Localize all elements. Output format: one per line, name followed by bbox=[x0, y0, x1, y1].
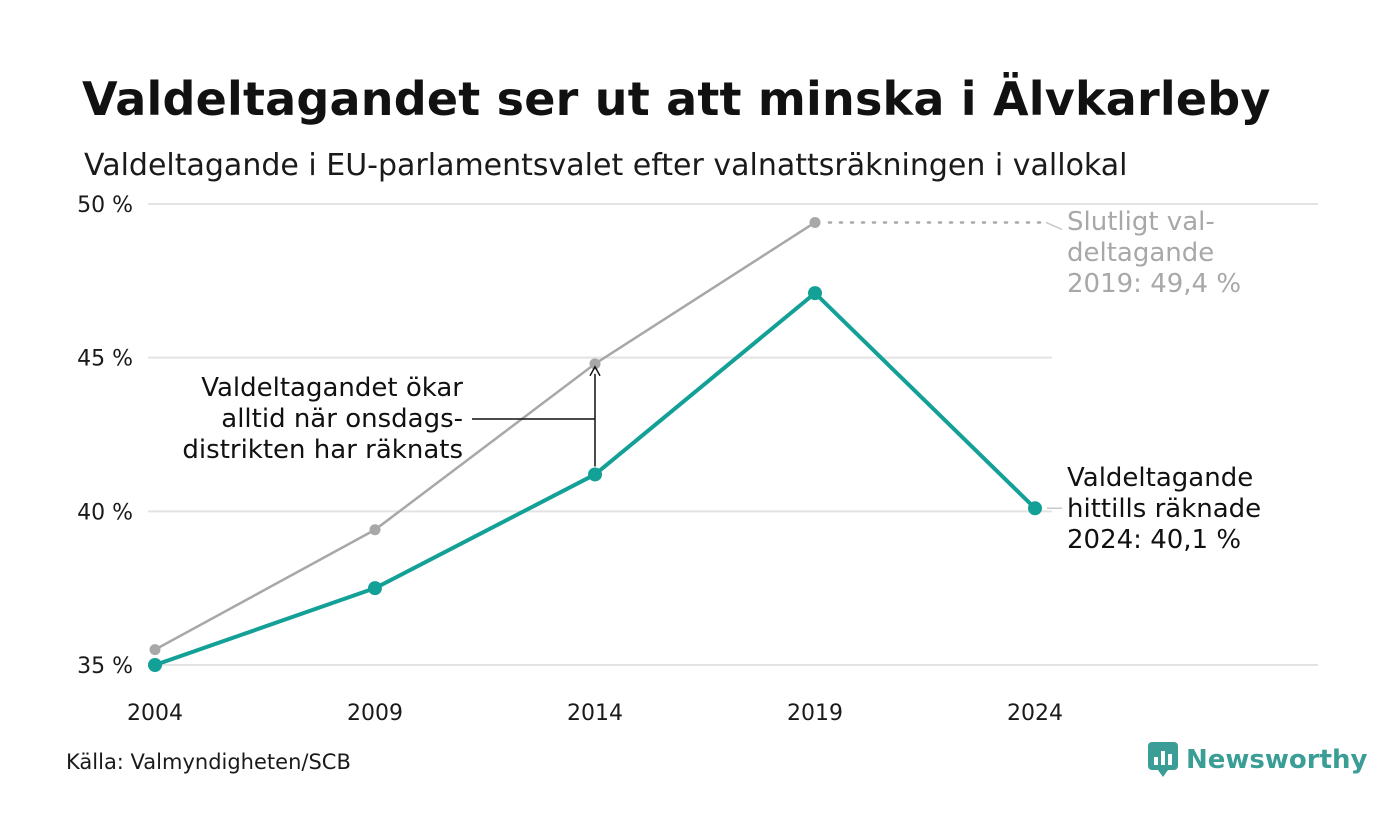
chart-subtitle: Valdeltagande i EU-parlamentsvalet efter… bbox=[84, 148, 1128, 183]
final-series-point bbox=[809, 216, 821, 228]
annotation-counted-line: 2024: 40,1 % bbox=[1067, 525, 1241, 555]
y-tick-label: 40 % bbox=[77, 500, 133, 525]
increase-arrow-head bbox=[589, 365, 601, 377]
y-tick-label: 45 % bbox=[77, 347, 133, 372]
x-tick-label: 2024 bbox=[1007, 701, 1063, 726]
annotation-counted-line: Valdeltagande bbox=[1067, 463, 1253, 493]
y-tick-label: 35 % bbox=[77, 654, 133, 679]
x-tick-label: 2004 bbox=[127, 701, 183, 726]
final-leader-tick bbox=[1045, 221, 1063, 231]
counted-series-point bbox=[148, 658, 162, 672]
chart-title: Valdeltagandet ser ut att minska i Älvka… bbox=[82, 72, 1271, 126]
annotation-increase-line: Valdeltagandet ökar bbox=[201, 373, 463, 403]
annotation-counted-line: hittills räknade bbox=[1067, 494, 1261, 524]
annotation-final-line: 2019: 49,4 % bbox=[1067, 269, 1241, 299]
annotation-final-line: deltagande bbox=[1067, 238, 1214, 268]
counted-series-point bbox=[808, 286, 822, 301]
newsworthy-logo-icon bbox=[1148, 742, 1178, 777]
x-tick-label: 2009 bbox=[347, 701, 403, 726]
y-tick-label: 50 % bbox=[77, 193, 133, 218]
x-tick-label: 2014 bbox=[567, 701, 623, 726]
source-note: Källa: Valmyndigheten/SCB bbox=[66, 750, 351, 774]
annotation-increase-line: distrikten har räknats bbox=[182, 435, 463, 465]
x-tick-label: 2019 bbox=[787, 701, 843, 726]
counted-series-point bbox=[588, 467, 602, 482]
final-series-line bbox=[154, 221, 816, 651]
brand-name: Newsworthy bbox=[1186, 745, 1368, 775]
brand-logo[interactable]: Newsworthy bbox=[1148, 742, 1367, 778]
counted-series-point bbox=[1028, 501, 1042, 516]
annotation-increase-line: alltid när onsdags- bbox=[221, 404, 463, 434]
annotation-final-line: Slutligt val- bbox=[1067, 207, 1215, 237]
final-series-point bbox=[369, 524, 381, 536]
final-series-point bbox=[149, 644, 161, 656]
final-series-point bbox=[589, 358, 601, 370]
counted-series-point bbox=[368, 581, 382, 596]
